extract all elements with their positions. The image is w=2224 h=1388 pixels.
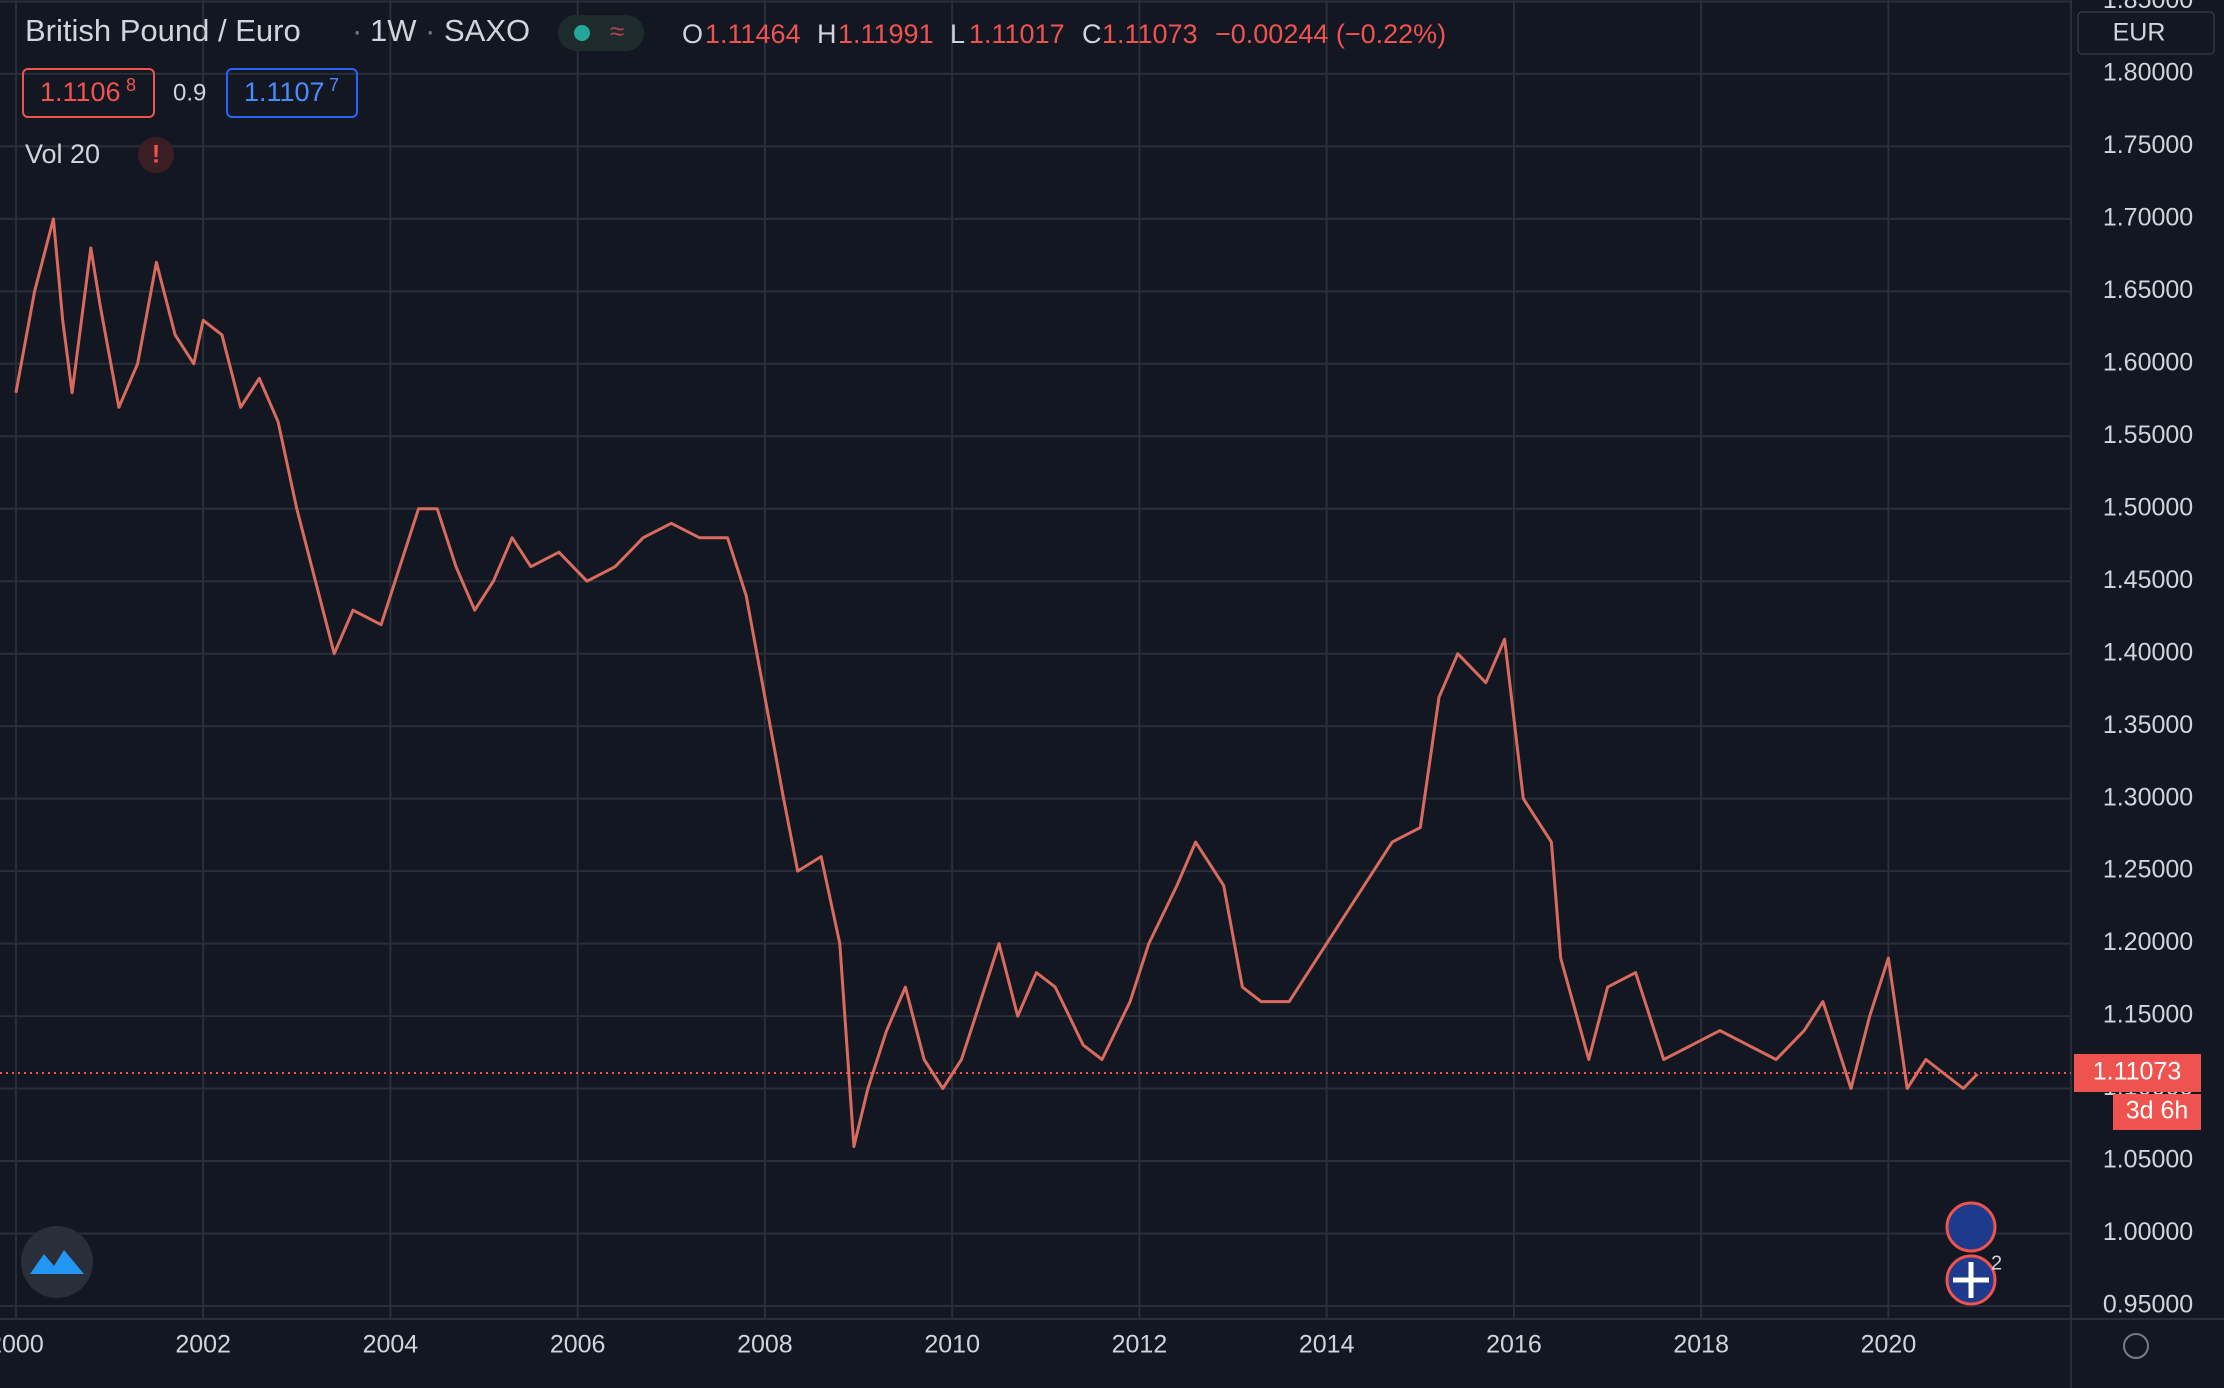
y-tick-label: 1.35000 (2103, 711, 2193, 739)
interval: 1W (370, 13, 417, 48)
price-line (14, 217, 1979, 1148)
countdown: 3d 6h (2126, 1097, 2189, 1125)
y-tick-label: 1.25000 (2103, 856, 2193, 884)
sell-price: 1.1106 (40, 77, 121, 107)
symbol: British Pound / Euro (25, 13, 301, 48)
last-price-label: 1.11073 (2093, 1058, 2182, 1086)
event-count: 2 (1991, 1252, 2002, 1274)
ohlc-value: 1.11464 (705, 19, 801, 49)
ohlc-change: −0.00244 (−0.22%) (1215, 19, 1446, 49)
x-tick-label: 2012 (1112, 1331, 1168, 1359)
buy-pip: 7 (329, 75, 339, 95)
x-tick-label: 2006 (550, 1331, 606, 1359)
currency-box (2077, 11, 2215, 55)
y-tick-label: 1.50000 (2103, 493, 2193, 521)
axes: 0.950001.000001.050001.100001.150001.200… (0, 0, 2201, 1359)
status-pill[interactable] (558, 15, 644, 51)
y-tick-label: 1.70000 (2103, 203, 2193, 231)
y-tick-label: 1.80000 (2103, 59, 2193, 87)
x-tick-label: 2010 (924, 1331, 980, 1359)
settings-icon[interactable] (2123, 1333, 2149, 1359)
countdown-box (2113, 1093, 2201, 1130)
y-tick-label: 1.40000 (2103, 638, 2193, 666)
y-tick-label: 1.65000 (2103, 276, 2193, 304)
buy-button[interactable] (226, 68, 358, 118)
x-tick-label: 2002 (175, 1331, 231, 1359)
x-tick-label: 2008 (737, 1331, 793, 1359)
y-tick-label: 1.20000 (2103, 928, 2193, 956)
x-tick-label: 2020 (1861, 1331, 1917, 1359)
x-tick-label: 2014 (1299, 1331, 1355, 1359)
status-dot (574, 25, 590, 41)
ohlc-value: 1.11017 (969, 19, 1065, 49)
sell-button[interactable] (22, 68, 155, 118)
buy-price: 1.1107 (244, 77, 325, 107)
last-price-box (2074, 1053, 2201, 1092)
y-tick-label: 1.15000 (2103, 1001, 2193, 1029)
y-tick-label: 1.85000 (2103, 0, 2193, 14)
eu-event[interactable] (1945, 1201, 1997, 1253)
y-tick-label: 1.60000 (2103, 348, 2193, 376)
ohlc-label: L (950, 19, 965, 49)
y-tick-label: 1.45000 (2103, 566, 2193, 594)
y-tick-label: 1.55000 (2103, 421, 2193, 449)
y-tick-label: 1.05000 (2103, 1146, 2193, 1174)
x-tick-label: 2018 (1673, 1331, 1729, 1359)
y-tick-label: 1.75000 (2103, 131, 2193, 159)
ohlc-label: H (817, 19, 837, 49)
y-tick-label: 0.95000 (2103, 1291, 2193, 1319)
currency: EUR (2113, 19, 2166, 47)
uk-flag (1953, 1262, 1989, 1298)
separator: · (425, 13, 435, 48)
spread: 0.9 (173, 79, 206, 106)
warning-badge[interactable] (138, 137, 174, 173)
ohlc-label: C (1082, 19, 1102, 49)
logo-icon (30, 1250, 84, 1274)
plot (0, 217, 2071, 1148)
indicator: Vol 20 (25, 139, 100, 169)
separator: · (352, 13, 362, 48)
grid (0, 0, 2071, 1319)
y-tick-label: 1.00000 (2103, 1218, 2193, 1246)
ohlc-value: 1.11073 (1102, 19, 1198, 49)
sell-pip: 8 (126, 75, 136, 95)
x-tick-label: 2016 (1486, 1331, 1542, 1359)
x-tick-label: 2000 (0, 1331, 44, 1359)
y-tick-label: 1.30000 (2103, 783, 2193, 811)
warning: ! (152, 141, 160, 169)
status-icon: ≈ (610, 16, 624, 46)
ohlc-label: O (682, 19, 703, 49)
x-tick-label: 2004 (363, 1331, 419, 1359)
source: SAXO (444, 13, 530, 48)
ohlc-value: 1.11991 (838, 19, 934, 49)
